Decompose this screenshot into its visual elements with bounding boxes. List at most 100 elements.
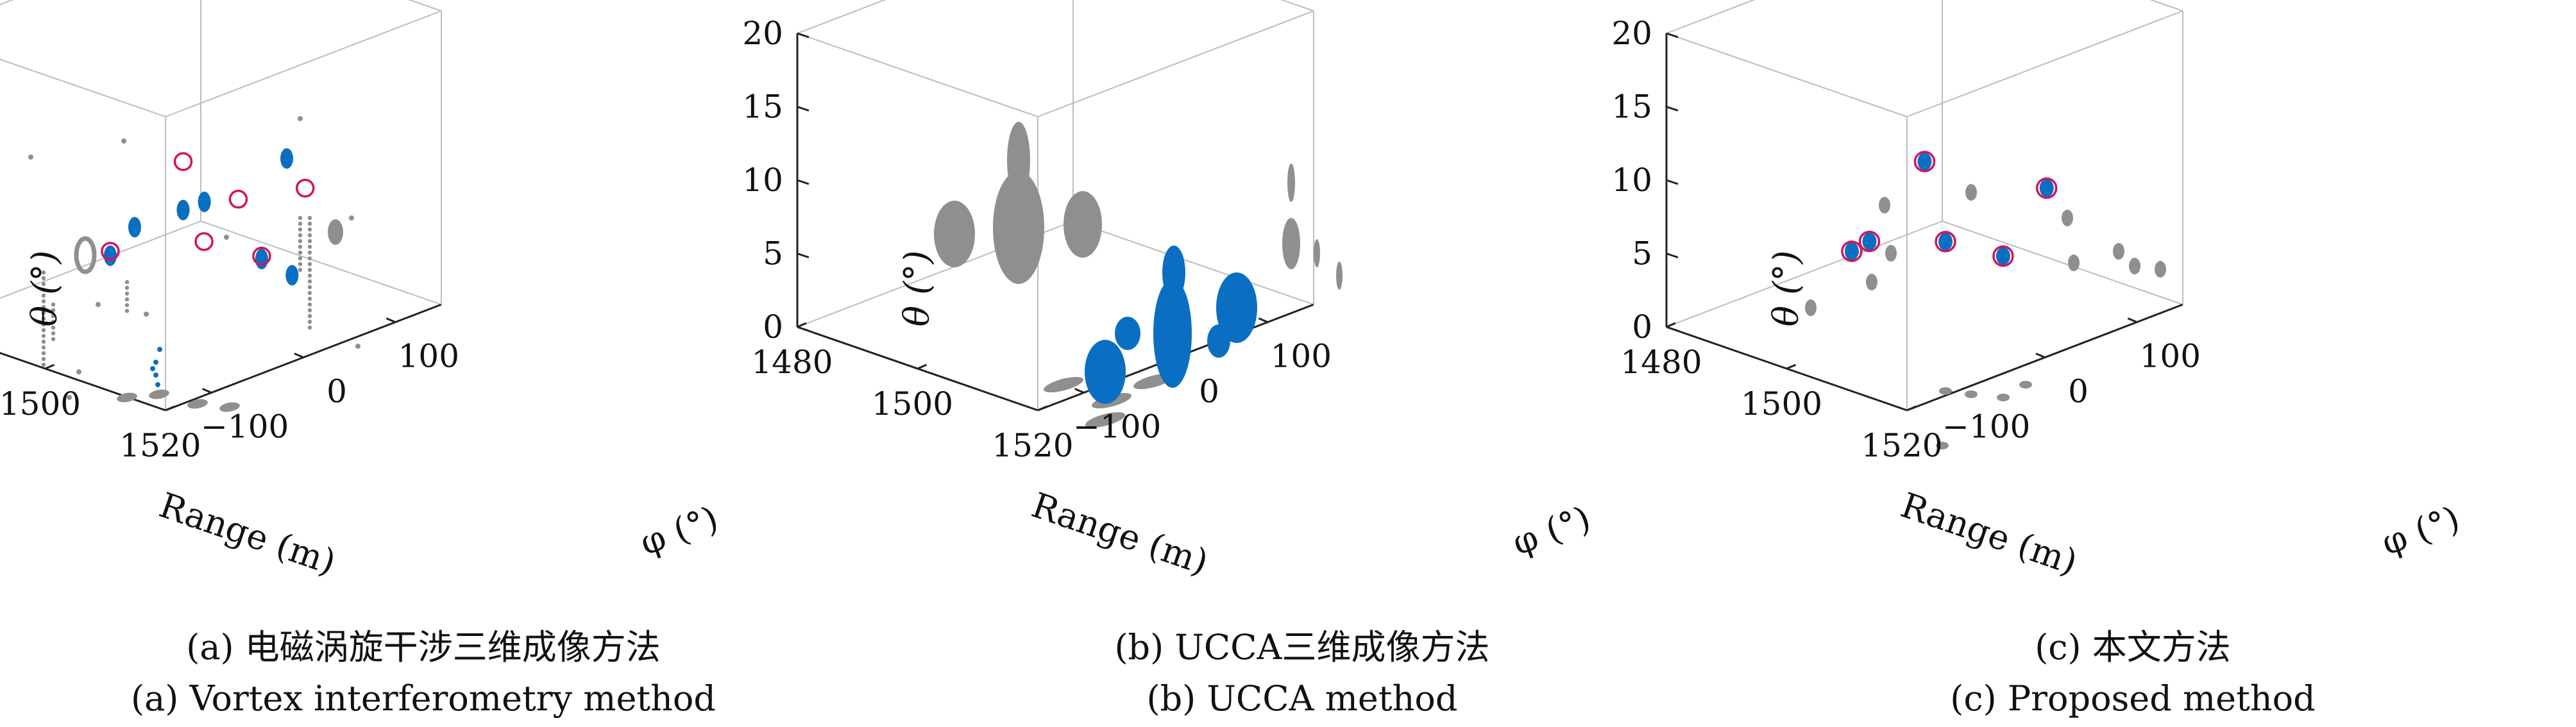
z-tick xyxy=(1666,106,1679,112)
x-tick xyxy=(797,322,807,328)
y-axis-label: φ (°) xyxy=(635,498,724,564)
reconstruction-blob xyxy=(1085,340,1126,404)
reconstruction-blob xyxy=(1153,279,1192,388)
reconstruction-point xyxy=(155,382,160,387)
projection-point xyxy=(349,215,354,221)
projection-streak xyxy=(51,302,56,307)
projection-streak xyxy=(307,227,312,232)
projection-blob xyxy=(1879,197,1890,213)
y-tick-label: 0 xyxy=(2068,373,2089,410)
top-edge xyxy=(165,10,442,117)
caption-en: (a) Vortex interferometry method xyxy=(131,678,716,719)
projection-streak xyxy=(307,302,312,307)
z-tick-label: 15 xyxy=(742,88,783,126)
projection-streak xyxy=(51,319,56,324)
projection-point xyxy=(298,116,303,121)
reference-circle xyxy=(1992,245,2014,267)
floor-shadow xyxy=(187,399,208,409)
z-tick-label: 20 xyxy=(1611,15,1652,52)
projection-streak xyxy=(41,270,46,275)
x-axis-label: Range (m) xyxy=(155,485,341,583)
reference-circle xyxy=(1841,240,1863,262)
projection-streak xyxy=(307,273,312,278)
z-tick-label: 0 xyxy=(763,308,783,346)
reconstruction-point xyxy=(280,148,294,169)
x-axis-label: Range (m) xyxy=(1896,485,2083,583)
reconstruction-point xyxy=(255,249,268,270)
reference-circle xyxy=(295,178,315,198)
projection-blob xyxy=(328,219,343,245)
z-tick xyxy=(797,326,809,332)
reconstruction-point xyxy=(1844,242,1859,260)
projection-streak xyxy=(41,351,46,356)
projection-blob xyxy=(1336,262,1343,290)
projection-streak xyxy=(298,227,303,232)
y-tick-label: −100 xyxy=(1073,408,1161,446)
x-tick xyxy=(1037,405,1047,412)
axes-box xyxy=(1665,0,2183,412)
reference-circle xyxy=(2035,177,2058,199)
projection-point xyxy=(121,138,126,144)
projection-blob xyxy=(1314,239,1320,267)
y-tick xyxy=(1258,317,1268,323)
y-tick xyxy=(2035,353,2046,358)
floor-shadow xyxy=(1044,376,1083,393)
z-axis-label: θ (°) xyxy=(897,251,937,327)
top-edge xyxy=(1906,10,2183,117)
reference-circle xyxy=(228,189,248,209)
z-tick-label: 0 xyxy=(1632,308,1652,346)
reconstruction-point xyxy=(1862,232,1877,251)
projection-streak xyxy=(307,233,312,238)
floor-edge xyxy=(200,221,442,305)
projection-streak xyxy=(124,280,130,285)
projection-blob xyxy=(1287,163,1295,202)
y-tick xyxy=(202,388,212,394)
projection-streak xyxy=(41,345,46,350)
projection-streak xyxy=(298,256,303,261)
projection-streak xyxy=(298,215,303,221)
reference-circle xyxy=(1858,230,1881,253)
floor-shadow xyxy=(1997,394,2010,401)
y-axis-label: φ (°) xyxy=(2377,498,2465,564)
floor-edge xyxy=(1666,221,1943,328)
projection-blob xyxy=(934,201,975,267)
x-tick-label: 1500 xyxy=(872,385,953,422)
y-axis-label: φ (°) xyxy=(1507,498,1596,564)
z-tick-label: 5 xyxy=(1632,235,1652,272)
reconstruction-point xyxy=(1938,232,1953,251)
x-tick xyxy=(1666,322,1676,328)
z-tick xyxy=(1666,326,1679,332)
projection-streak xyxy=(307,262,312,267)
reference-circle xyxy=(1935,231,1956,253)
projection-point xyxy=(96,302,101,307)
z-tick xyxy=(797,179,809,185)
reconstruction-blob xyxy=(1162,246,1185,299)
back-top-edge xyxy=(0,0,14,6)
projection-streak xyxy=(307,325,312,330)
reconstruction-point xyxy=(103,245,117,266)
back-top-edge xyxy=(1280,0,1314,12)
reference-circle xyxy=(173,152,193,171)
projection-blob xyxy=(2113,243,2124,260)
projection-blob xyxy=(2129,258,2140,274)
projection-streak xyxy=(307,221,312,226)
z-tick xyxy=(1666,32,1679,38)
back-top-edge xyxy=(2149,0,2183,12)
reconstruction-point xyxy=(150,366,155,371)
reconstruction-point xyxy=(198,191,211,212)
projection-blob xyxy=(2062,210,2073,226)
projection-streak xyxy=(124,308,130,313)
projection-streak xyxy=(51,308,56,313)
reconstruction-point xyxy=(128,217,141,238)
z-tick xyxy=(1666,179,1679,185)
projection-streak xyxy=(307,244,312,249)
projection-streak xyxy=(124,303,130,308)
data-marks xyxy=(1805,151,2166,449)
z-tick xyxy=(797,32,809,38)
floor-shadow xyxy=(1936,442,1949,449)
projection-streak xyxy=(298,262,303,267)
projection-point xyxy=(355,344,360,349)
projection-streak xyxy=(41,362,46,367)
z-axis-label: θ (°) xyxy=(24,251,65,327)
reference-circle xyxy=(194,232,214,251)
